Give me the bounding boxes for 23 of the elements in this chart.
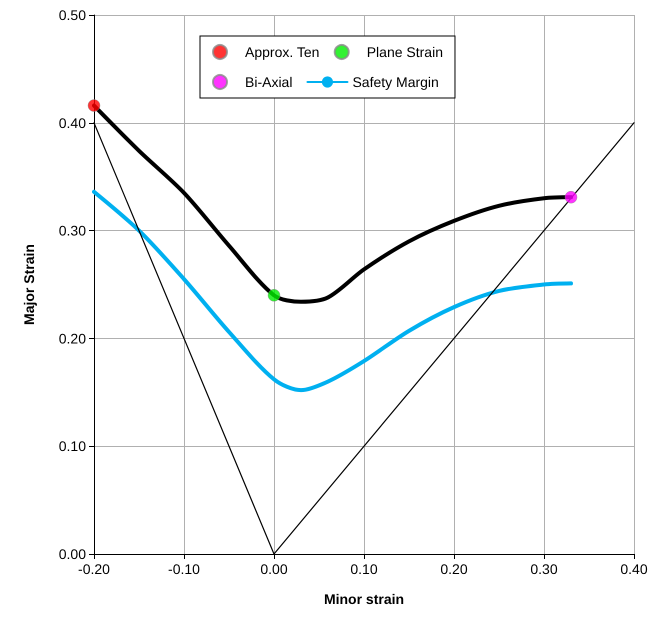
- x-tick-label: 0.40: [620, 561, 648, 577]
- y-axis-title: Major Strain: [21, 244, 37, 325]
- point: [268, 289, 280, 302]
- legend-label: Bi-Axial: [245, 74, 292, 90]
- y-tick-label: 0.30: [58, 222, 86, 239]
- y-tick-label: 0.50: [58, 7, 86, 23]
- legend-label: Safety Margin: [352, 74, 439, 90]
- y-tick-label: 0.10: [58, 438, 86, 454]
- x-tick-label: -0.10: [168, 561, 200, 577]
- line-series: [92, 190, 573, 392]
- x-tick-label: 0.20: [440, 561, 468, 577]
- x-tick-label: 0.00: [260, 561, 288, 577]
- point: [88, 99, 100, 112]
- x-tick-label: 0.10: [350, 561, 378, 577]
- y-tick-label: 0.00: [58, 546, 86, 562]
- x-tick-label: -0.20: [78, 561, 110, 577]
- x-axis-title: Minor strain: [324, 591, 404, 607]
- legend-label: Approx. Ten: [245, 44, 320, 60]
- x-tick-label: 0.30: [530, 561, 558, 577]
- legend-label: Plane Strain: [366, 44, 443, 60]
- point: [564, 190, 578, 204]
- y-tick-label: 0.40: [58, 114, 86, 131]
- y-tick-label: 0.20: [58, 330, 86, 346]
